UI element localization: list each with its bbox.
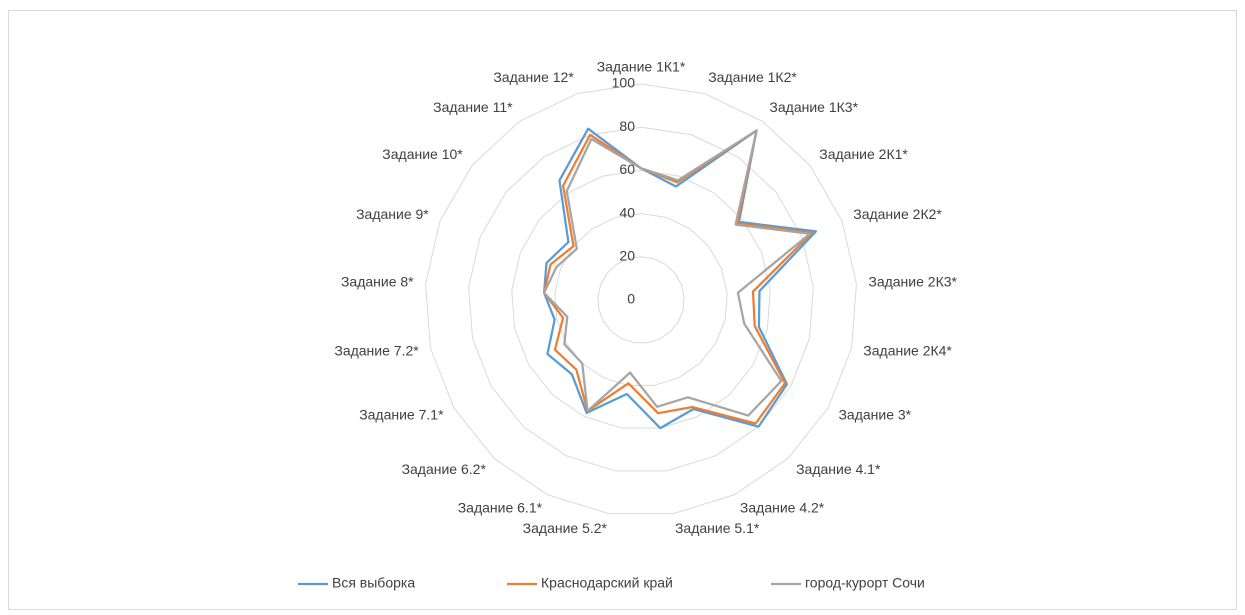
legend-item: город-курорт Сочи — [771, 575, 925, 591]
series-line — [542, 127, 818, 430]
category-label: Задание 2К1* — [819, 146, 908, 162]
category-label: Задание 2К4* — [863, 342, 952, 358]
series-line — [542, 129, 812, 417]
category-label: Задание 4.2* — [740, 500, 825, 516]
category-label: Задание 5.2* — [523, 520, 608, 536]
axis-tick-label: 80 — [619, 118, 635, 134]
axis-tick-label: 100 — [612, 75, 636, 91]
axis-tick-label: 40 — [619, 204, 635, 220]
grid-line — [511, 169, 771, 429]
category-label: Задание 6.1* — [458, 500, 543, 516]
legend-item: Краснодарский край — [507, 575, 673, 591]
axis-tick-label: 20 — [619, 248, 635, 264]
category-label: Задание 1К3* — [769, 99, 858, 115]
category-label: Задание 8* — [341, 273, 414, 289]
category-label: Задание 1К2* — [708, 69, 797, 85]
legend-label: город-курорт Сочи — [805, 575, 925, 591]
category-label: Задание 3* — [838, 407, 911, 423]
grid-line — [597, 256, 685, 344]
category-label: Задание 2К2* — [853, 206, 942, 222]
category-label: Задание 7.1* — [359, 407, 444, 423]
category-label: Задание 7.2* — [334, 342, 419, 358]
legend-item: Вся выборка — [298, 575, 415, 591]
grid-line — [468, 126, 814, 472]
category-label: Задание 2К3* — [868, 273, 957, 289]
category-label: Задание 5.1* — [675, 520, 760, 536]
chart-border — [8, 10, 1237, 610]
category-label: Задание 6.2* — [402, 461, 487, 477]
category-label: Задание 4.1* — [796, 461, 881, 477]
category-label: Задание 9* — [356, 206, 429, 222]
legend-label: Краснодарский край — [541, 575, 673, 591]
series-line — [542, 129, 814, 425]
category-label: Задание 1К1* — [597, 59, 686, 75]
category-label: Задание 12* — [493, 69, 574, 85]
category-label: Задание 11* — [433, 99, 513, 115]
axis-tick-label: 0 — [627, 291, 635, 307]
grid-line — [425, 83, 857, 515]
legend-label: Вся выборка — [332, 575, 415, 591]
axis-tick-label: 60 — [619, 161, 635, 177]
category-label: Задание 10* — [382, 146, 463, 162]
